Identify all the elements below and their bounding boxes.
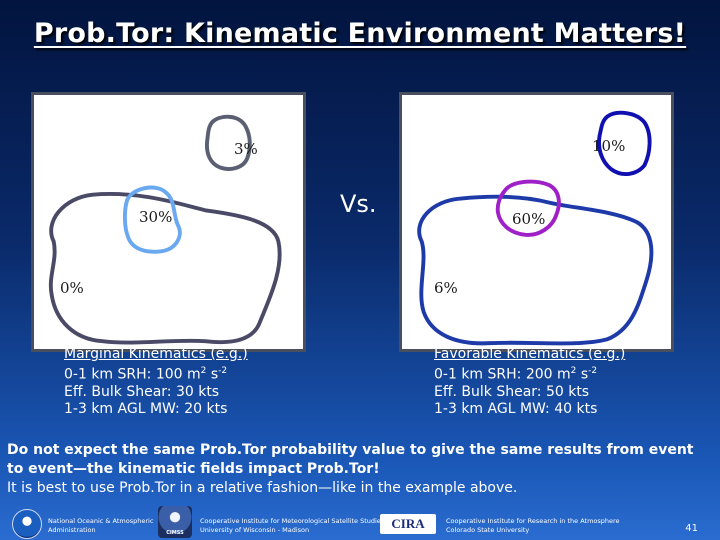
left-shear-line: Eff. Bulk Shear: 30 kts — [64, 383, 220, 400]
cira-text-line1: Cooperative Institute for Research in th… — [446, 517, 620, 525]
right-mw-line: 1-3 km AGL MW: 40 kts — [434, 400, 598, 417]
right-srh-exp2: -2 — [588, 366, 598, 376]
right-kinematics-heading: Favorable Kinematics (e.g.) — [434, 346, 626, 362]
cira-text: Cooperative Institute for Research in th… — [446, 517, 620, 535]
left-srh-exp2: -2 — [218, 366, 228, 376]
cimss-text-line2: University of Wisconsin - Madison — [200, 526, 310, 534]
cira-logo-icon: CIRA — [380, 514, 436, 534]
summary-note: Do not expect the same Prob.Tor probabil… — [7, 441, 713, 498]
left-contours — [48, 114, 282, 345]
right-contour-outer — [417, 194, 654, 346]
right-srh-prefix: 0-1 km SRH: 200 m — [434, 366, 571, 383]
noaa-text-line2: Administration — [48, 526, 96, 534]
left-srh-exp1: 2 — [200, 366, 207, 376]
noaa-logo-icon — [12, 509, 42, 539]
right-contour-top — [597, 110, 652, 176]
page-number: 41 — [685, 523, 698, 534]
right-contours — [417, 110, 654, 346]
slide-title: Prob.Tor: Kinematic Environment Matters! — [33, 18, 687, 49]
right-srh-exp1: 2 — [570, 366, 577, 376]
right-srh-line: 0-1 km SRH: 200 m2 s-2 — [434, 363, 625, 384]
left-probability-panel: 0% 30% 3% — [31, 92, 306, 352]
cimss-logo-text: CIMSS — [166, 530, 184, 536]
note-normal-text: It is best to use Prob.Tor in a relative… — [7, 480, 518, 496]
cimss-text: Cooperative Institute for Meteorological… — [200, 517, 384, 535]
cimss-logo-icon: CIMSS — [158, 506, 192, 538]
left-contour-mid — [122, 185, 182, 254]
left-label-mid: 30% — [139, 208, 173, 226]
right-shear-line: Eff. Bulk Shear: 50 kts — [434, 383, 590, 400]
left-srh-line: 0-1 km SRH: 100 m2 s-2 — [64, 363, 248, 384]
left-srh-mid: s — [206, 366, 219, 383]
cira-logo-text: CIRA — [391, 516, 425, 531]
left-contour-top — [205, 114, 252, 171]
versus-label: Vs. — [340, 190, 377, 218]
left-mw-line: 1-3 km AGL MW: 20 kts — [64, 400, 228, 417]
note-bold-text: Do not expect the same Prob.Tor probabil… — [7, 442, 694, 477]
left-label-outer: 0% — [60, 279, 84, 297]
noaa-text: National Oceanic & Atmospheric Administr… — [48, 517, 153, 535]
left-kinematics: Marginal Kinematics (e.g.) 0-1 km SRH: 1… — [64, 346, 248, 418]
left-label-top: 3% — [234, 140, 258, 158]
right-kinematics: Favorable Kinematics (e.g.) 0-1 km SRH: … — [434, 346, 625, 418]
right-srh-mid: s — [576, 366, 589, 383]
right-probability-panel: 6% 60% 10% — [399, 92, 674, 352]
right-label-top: 10% — [592, 137, 626, 155]
left-kinematics-heading: Marginal Kinematics (e.g.) — [64, 346, 248, 362]
left-contour-outer — [48, 192, 282, 345]
noaa-text-line1: National Oceanic & Atmospheric — [48, 517, 154, 525]
right-contour-mid — [495, 179, 561, 237]
left-srh-prefix: 0-1 km SRH: 100 m — [64, 366, 201, 383]
right-label-outer: 6% — [434, 279, 458, 297]
right-label-mid: 60% — [512, 210, 546, 228]
footer: National Oceanic & Atmospheric Administr… — [0, 506, 720, 540]
cimss-text-line1: Cooperative Institute for Meteorological… — [200, 517, 385, 525]
cira-text-line2: Colorado State University — [446, 526, 530, 534]
